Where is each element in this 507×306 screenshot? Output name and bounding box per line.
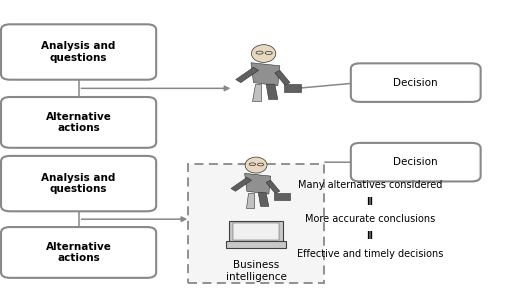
Polygon shape — [252, 84, 261, 101]
Text: Analysis and
questions: Analysis and questions — [42, 173, 116, 194]
FancyBboxPatch shape — [1, 97, 156, 148]
Polygon shape — [236, 67, 259, 83]
Text: More accurate conclusions: More accurate conclusions — [305, 214, 435, 224]
Text: Decision: Decision — [393, 78, 438, 88]
Text: Many alternatives considered: Many alternatives considered — [298, 180, 442, 190]
Text: Alternative
actions: Alternative actions — [46, 242, 112, 263]
Polygon shape — [246, 193, 254, 208]
FancyBboxPatch shape — [188, 164, 324, 283]
FancyBboxPatch shape — [284, 84, 301, 92]
Text: Alternative
actions: Alternative actions — [46, 112, 112, 133]
FancyBboxPatch shape — [351, 143, 481, 181]
Polygon shape — [258, 193, 269, 206]
FancyBboxPatch shape — [1, 156, 156, 211]
Text: ll: ll — [367, 197, 374, 207]
Ellipse shape — [251, 45, 276, 62]
Polygon shape — [266, 84, 278, 99]
Polygon shape — [266, 180, 280, 193]
Text: Business
intelligence: Business intelligence — [226, 260, 286, 282]
Polygon shape — [251, 63, 280, 86]
FancyBboxPatch shape — [1, 24, 156, 80]
Text: Effective and timely decisions: Effective and timely decisions — [297, 249, 443, 259]
Polygon shape — [245, 173, 271, 194]
FancyBboxPatch shape — [351, 63, 481, 102]
Text: ll: ll — [367, 231, 374, 241]
FancyBboxPatch shape — [226, 241, 286, 248]
Polygon shape — [231, 177, 251, 191]
Text: Analysis and
questions: Analysis and questions — [42, 41, 116, 63]
FancyBboxPatch shape — [274, 193, 290, 200]
FancyBboxPatch shape — [1, 227, 156, 278]
Ellipse shape — [245, 157, 267, 173]
FancyBboxPatch shape — [233, 223, 279, 240]
Polygon shape — [275, 70, 290, 85]
Text: Decision: Decision — [393, 157, 438, 167]
FancyBboxPatch shape — [229, 221, 283, 243]
